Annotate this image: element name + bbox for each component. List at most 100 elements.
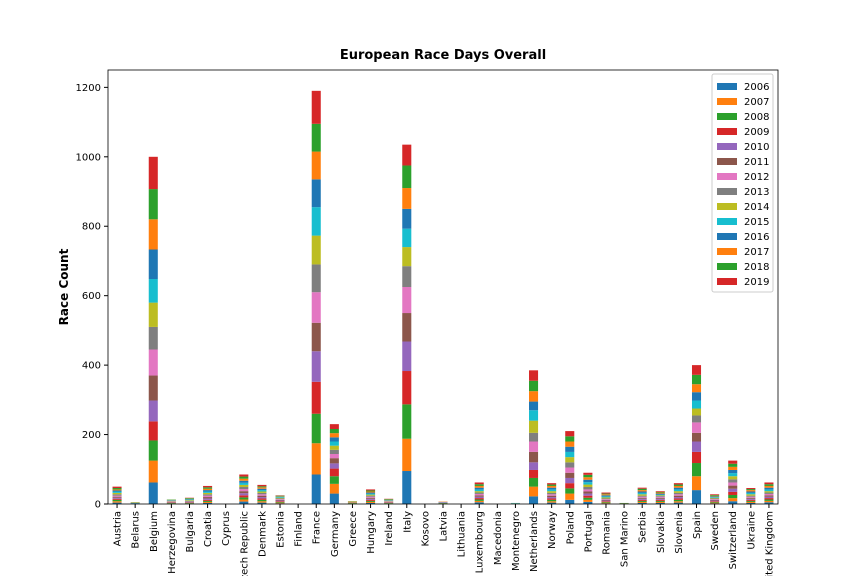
bar-segment bbox=[402, 188, 412, 209]
bar-segment bbox=[402, 341, 412, 372]
bar-segment bbox=[366, 493, 376, 495]
bar-segment bbox=[257, 499, 267, 502]
bar-segment bbox=[148, 400, 158, 422]
bar-segment bbox=[728, 466, 738, 470]
bar-segment bbox=[329, 493, 339, 504]
x-tick-label: Slovenia bbox=[674, 511, 685, 554]
x-tick-label: Austria bbox=[113, 511, 124, 546]
bar-segment bbox=[112, 497, 122, 499]
bar-segment bbox=[583, 486, 593, 490]
bar-segment bbox=[402, 266, 412, 287]
bar-segment bbox=[655, 495, 665, 497]
bar-segment bbox=[601, 501, 611, 502]
bar-segment bbox=[474, 491, 484, 493]
legend-label: 2017 bbox=[744, 247, 769, 258]
x-tick-label: Montenegro bbox=[511, 511, 522, 571]
bar-segment bbox=[691, 365, 702, 375]
plot: 0 200 400 600 800 1000 1200 Austria Belarus Belgi… bbox=[76, 83, 776, 576]
bar-segment bbox=[547, 494, 557, 496]
bar-segment bbox=[311, 292, 321, 323]
x-tick-label: Cyprus bbox=[221, 511, 232, 546]
bar-segment bbox=[402, 371, 412, 405]
bar-segment bbox=[655, 498, 665, 500]
bar-segment bbox=[329, 454, 339, 459]
bar-segment bbox=[673, 501, 683, 503]
bar-segment bbox=[547, 502, 557, 504]
bar-segment bbox=[746, 496, 756, 498]
bar-segment bbox=[329, 445, 339, 450]
bar-segment bbox=[710, 501, 720, 502]
legend-label: 2015 bbox=[744, 217, 769, 228]
bar-segment bbox=[746, 502, 756, 504]
bar-segment bbox=[366, 499, 376, 501]
bar-segment bbox=[112, 490, 122, 492]
bar-segment bbox=[728, 476, 738, 480]
bar-segment bbox=[710, 502, 720, 504]
x-tick-label: Luxembourg bbox=[475, 511, 486, 573]
bar-segment bbox=[239, 491, 249, 494]
legend-label: 2013 bbox=[744, 187, 769, 198]
x-tick-label: Croatia bbox=[203, 511, 214, 547]
bar-segment bbox=[637, 487, 647, 489]
bar-segment bbox=[311, 474, 321, 504]
bar-segment bbox=[529, 462, 539, 470]
bar-segment bbox=[728, 482, 738, 486]
bar-segment bbox=[547, 484, 557, 486]
bar-segment bbox=[601, 502, 611, 504]
bar-segment bbox=[746, 494, 756, 496]
bar-segment bbox=[565, 477, 575, 484]
bar-segment bbox=[239, 478, 249, 481]
bar-segment bbox=[547, 483, 557, 485]
bar-segment bbox=[655, 496, 665, 498]
bar-segment bbox=[203, 500, 213, 502]
bar-segment bbox=[583, 477, 593, 480]
bar-segment bbox=[547, 499, 557, 502]
x-tick-label: France bbox=[312, 511, 323, 544]
bar-segment bbox=[112, 501, 122, 503]
bar-segment bbox=[529, 496, 539, 504]
bar-segment bbox=[329, 449, 339, 455]
bar-segment bbox=[329, 441, 339, 446]
bar-segment bbox=[728, 491, 738, 495]
bar-segment bbox=[112, 496, 122, 498]
bar-segment bbox=[547, 497, 557, 499]
x-tick-label: Finland bbox=[294, 511, 305, 547]
bar-segment bbox=[203, 497, 213, 499]
bar-segment bbox=[311, 443, 321, 475]
bar-segment bbox=[474, 493, 484, 496]
bar-segment bbox=[148, 482, 158, 504]
bar-segment bbox=[710, 497, 720, 499]
x-tick-label: Belarus bbox=[131, 511, 142, 549]
bar-segment bbox=[203, 485, 213, 488]
bar-segment bbox=[474, 502, 484, 504]
bar-segment bbox=[203, 501, 213, 503]
bar-segment bbox=[402, 144, 412, 166]
bar-segment bbox=[329, 424, 339, 430]
x-tick-label: United Kingdom bbox=[764, 511, 775, 576]
x-tick-label: Romania bbox=[601, 511, 612, 555]
bar-segment bbox=[710, 496, 720, 498]
x-tick-label: San Marino bbox=[620, 511, 631, 567]
bar-segment bbox=[710, 494, 720, 496]
bar-segment bbox=[311, 322, 321, 352]
bar-segment bbox=[764, 487, 774, 490]
bar-segment bbox=[673, 484, 683, 486]
bar-segment bbox=[529, 451, 539, 463]
bar-segment bbox=[148, 189, 158, 220]
bar-segment bbox=[474, 482, 484, 485]
bar-segment bbox=[728, 473, 738, 477]
bar-segment bbox=[601, 495, 611, 497]
bar-segment bbox=[547, 495, 557, 498]
bar-segment bbox=[601, 500, 611, 502]
y-axis-label: Race Count bbox=[57, 248, 71, 325]
x-tick-label: Spain bbox=[692, 511, 703, 539]
bar-segment bbox=[257, 501, 267, 503]
bar-segment bbox=[764, 500, 774, 503]
legend-swatch bbox=[717, 143, 737, 150]
bar-segment bbox=[746, 500, 756, 502]
bar-segment bbox=[764, 495, 774, 497]
bar-segment bbox=[402, 208, 412, 229]
bar-segment bbox=[691, 463, 702, 477]
bar-segment bbox=[239, 486, 249, 490]
bar-segment bbox=[710, 500, 720, 502]
